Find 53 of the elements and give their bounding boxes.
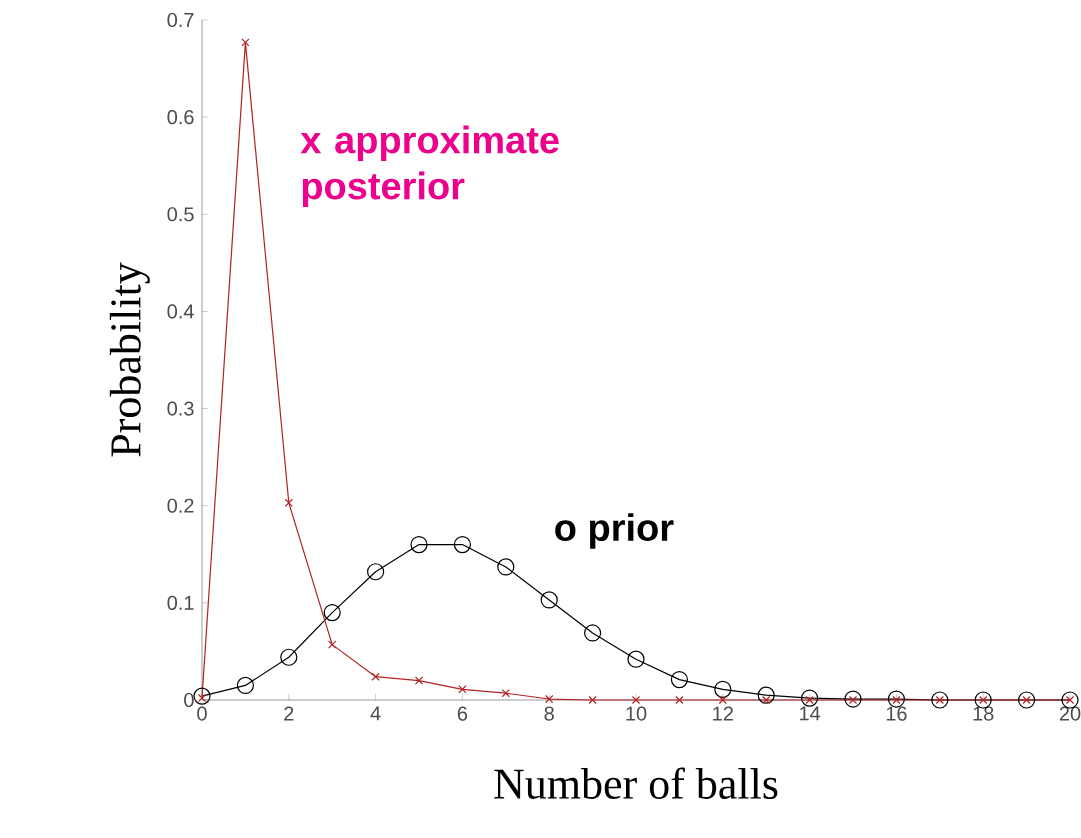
point	[193, 687, 211, 705]
point	[414, 676, 424, 685]
point	[236, 676, 254, 695]
point	[371, 672, 380, 681]
y-tick-label: 0.3	[167, 401, 194, 416]
annotation: o prior	[555, 513, 674, 549]
x-tick-label: 10	[626, 706, 647, 721]
point	[844, 690, 862, 708]
annotation: x approximate posterior	[300, 125, 559, 208]
point	[280, 648, 298, 666]
x-tick-label: 14	[800, 706, 821, 721]
point	[545, 694, 554, 704]
point	[410, 535, 428, 554]
y-tick-label: 0	[184, 692, 194, 708]
x-tick-label: 2	[284, 706, 294, 721]
point	[631, 695, 641, 705]
x-tick-label: 18	[973, 706, 994, 721]
point	[458, 685, 467, 694]
x-tick-label: 16	[886, 706, 907, 721]
point	[367, 563, 385, 581]
x-axis-title: Number of balls	[494, 767, 778, 799]
point	[627, 650, 645, 668]
point	[501, 689, 510, 698]
x-tick-label: 20	[1059, 706, 1081, 721]
point	[931, 691, 949, 709]
y-tick-label: 0.6	[167, 110, 194, 125]
x-tick-label: 4	[370, 706, 381, 721]
point	[540, 591, 558, 609]
point	[453, 535, 472, 554]
point	[584, 624, 602, 642]
y-tick-label: 0.1	[167, 595, 194, 610]
point	[714, 680, 732, 698]
point	[284, 498, 293, 507]
x-tick-label: 8	[544, 706, 554, 721]
point	[801, 689, 819, 707]
point	[675, 695, 684, 705]
point	[323, 603, 341, 622]
point	[588, 695, 597, 705]
point	[718, 695, 727, 705]
y-tick-label: 0.2	[167, 498, 194, 513]
point	[670, 671, 689, 689]
point	[1018, 691, 1036, 709]
y-axis-title: Probability	[109, 262, 150, 457]
x-tick-label: 6	[457, 706, 468, 721]
point	[497, 558, 515, 576]
x-tick-label: 12	[713, 706, 733, 721]
y-tick-label: 0.5	[167, 207, 194, 222]
point	[241, 38, 250, 47]
x-tick-label: 0	[197, 706, 207, 721]
y-tick-label: 0.7	[167, 12, 194, 28]
y-tick-label: 0.4	[167, 304, 194, 319]
point	[328, 640, 337, 649]
point	[757, 686, 775, 704]
